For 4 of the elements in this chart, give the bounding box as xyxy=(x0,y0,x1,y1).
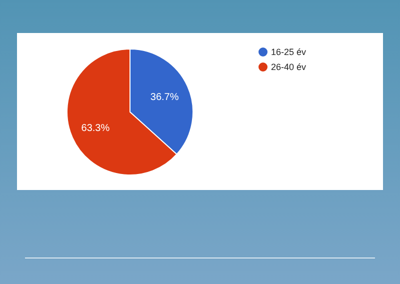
data-label: 63.3% xyxy=(81,122,110,134)
legend-label: 26-40 év xyxy=(271,62,307,72)
data-label: 36.7% xyxy=(150,92,179,104)
legend-label: 16-25 év xyxy=(271,47,307,58)
